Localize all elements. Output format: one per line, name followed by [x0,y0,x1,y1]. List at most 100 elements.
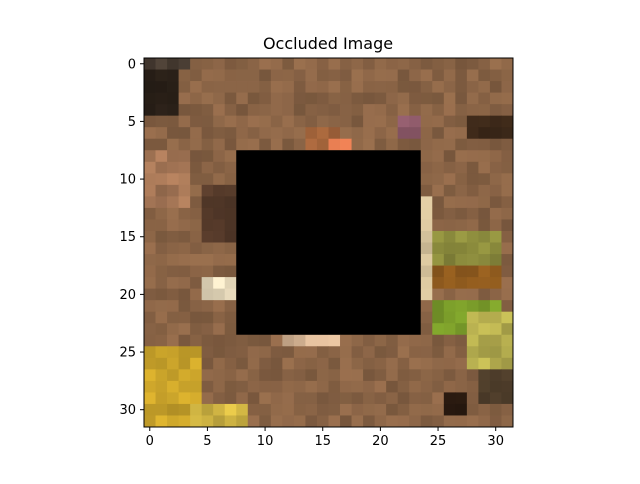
image-pixel [455,403,468,416]
image-pixel [420,403,433,416]
image-pixel [155,161,168,174]
image-pixel [478,230,491,243]
image-pixel [201,104,214,117]
image-pixel [224,69,237,82]
image-pixel [201,196,214,209]
image-pixel [213,115,226,128]
image-pixel [201,288,214,301]
image-pixel [489,230,502,243]
image-pixel [340,392,352,405]
image-pixel [443,230,456,243]
image-pixel [466,311,479,324]
image-pixel [432,380,445,393]
image-pixel [466,173,479,186]
image-pixel [293,369,306,382]
image-pixel [259,334,272,347]
image-pixel [432,58,445,70]
image-pixel [259,392,272,405]
image-pixel [236,58,249,70]
image-pixel [155,380,168,393]
image-pixel [167,242,179,255]
image-pixel [466,127,479,140]
image-pixel [443,138,456,151]
image-pixel [443,323,456,336]
image-pixel [340,334,352,347]
image-pixel [167,277,179,290]
image-pixel [178,392,191,405]
image-pixel [167,92,179,105]
image-pixel [293,69,306,82]
image-pixel [489,254,502,266]
image-pixel [190,415,203,428]
image-pixel [236,334,249,347]
image-pixel [455,138,468,151]
image-pixel [155,196,168,209]
image-pixel [443,81,456,93]
image-pixel [144,392,156,405]
image-pixel [432,127,445,140]
image-pixel [259,380,272,393]
image-pixel [224,104,237,117]
image-pixel [167,115,179,128]
image-pixel [282,403,295,416]
image-pixel [466,300,479,313]
image-pixel [305,357,318,370]
image-pixel [432,92,445,105]
image-pixel [397,69,410,82]
image-pixel [466,150,479,163]
image-pixel [340,69,352,82]
image-pixel [282,357,295,370]
image-pixel [201,161,214,174]
image-pixel [282,138,295,151]
image-pixel [178,150,191,163]
image-pixel [224,254,237,266]
image-pixel [420,346,433,359]
image-pixel [190,380,203,393]
image-pixel [409,403,422,416]
image-pixel [455,380,468,393]
image-pixel [201,173,214,186]
image-pixel [386,346,399,359]
image-pixel [397,81,410,93]
image-pixel [224,415,237,428]
image-pixel [340,127,352,140]
image-pixel [293,104,306,117]
image-pixel [455,415,468,428]
image-pixel [420,150,433,163]
y-tick-label: 0 [128,57,136,72]
image-pixel [501,346,514,359]
x-tick-label: 10 [257,434,274,449]
image-pixel [247,104,260,117]
image-pixel [259,357,272,370]
image-pixel [167,69,179,82]
image-pixel [190,184,203,197]
image-pixel [374,380,387,393]
image-pixel [305,127,318,140]
image-pixel [201,115,214,128]
image-pixel [420,207,433,220]
image-pixel [466,369,479,382]
image-pixel [363,138,376,151]
image-pixel [144,219,156,232]
image-pixel [270,334,283,347]
image-pixel [501,392,514,405]
image-pixel [178,161,191,174]
image-pixel [213,81,226,93]
image-pixel [282,346,295,359]
image-pixel [501,380,514,393]
image-pixel [236,369,249,382]
image-pixel [397,392,410,405]
image-pixel [247,415,260,428]
image-pixel [247,127,260,140]
image-pixel [478,115,491,128]
image-pixel [155,311,168,324]
image-pixel [190,288,203,301]
image-pixel [270,392,283,405]
y-tick-label: 25 [119,346,136,361]
image-pixel [466,380,479,393]
image-pixel [432,392,445,405]
x-tick-label: 0 [146,434,154,449]
x-tick-label: 25 [430,434,447,449]
image-pixel [155,150,168,163]
image-pixel [144,138,156,151]
